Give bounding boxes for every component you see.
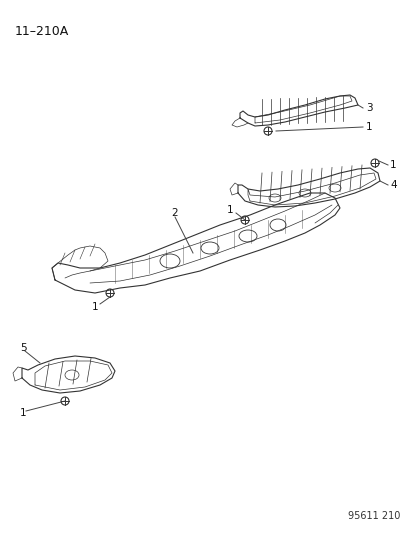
Text: 4: 4 (389, 180, 396, 190)
Text: 1: 1 (91, 302, 98, 312)
Text: 3: 3 (365, 103, 372, 113)
Text: 11–210A: 11–210A (15, 25, 69, 38)
Text: 1: 1 (226, 205, 233, 215)
Text: 1: 1 (389, 160, 396, 170)
Text: 2: 2 (171, 208, 178, 218)
Text: 95611 210: 95611 210 (347, 511, 399, 521)
Text: 5: 5 (20, 343, 26, 353)
Text: 1: 1 (20, 408, 26, 418)
Text: 1: 1 (365, 122, 372, 132)
